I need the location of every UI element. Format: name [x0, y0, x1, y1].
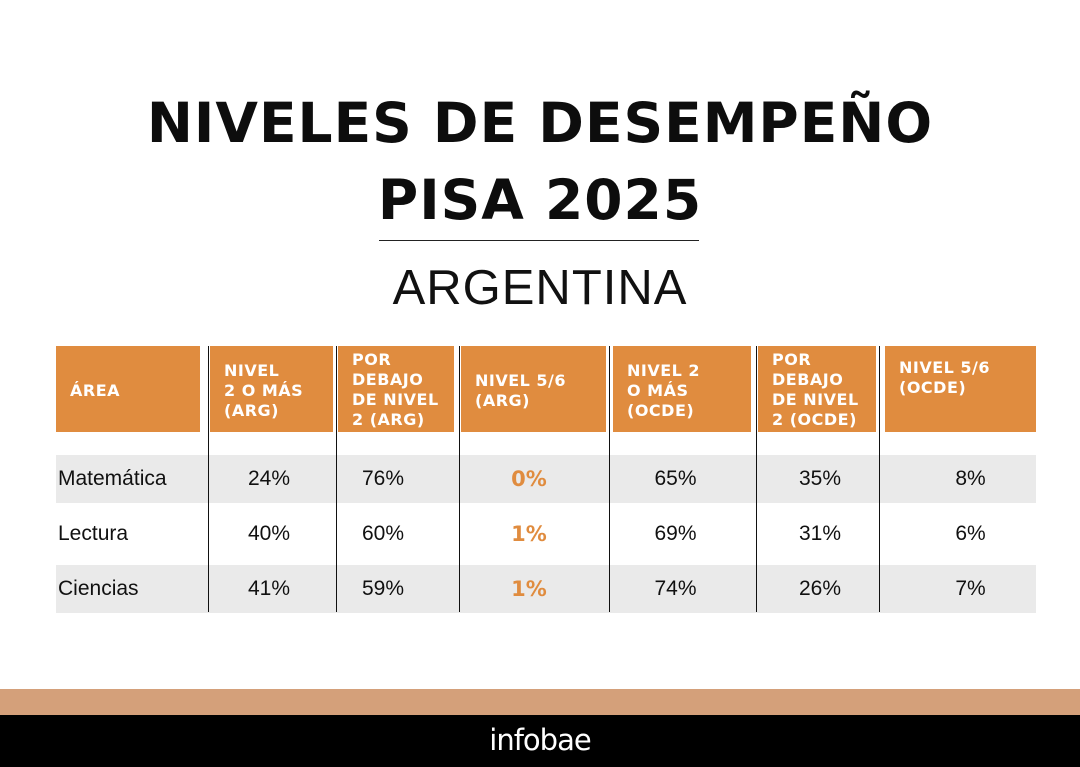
column-divider [879, 346, 880, 612]
cell-area: Matemática [58, 467, 167, 490]
column-divider [609, 346, 610, 612]
header-nivel2-arg: NIVEL 2 O MÁS (ARG) [210, 346, 333, 432]
subtitle: ARGENTINA [392, 261, 688, 315]
row-band-3 [56, 565, 1036, 613]
title-divider [379, 240, 699, 241]
header-nivel56-ocde: NIVEL 5/6 (OCDE) [885, 346, 1036, 432]
cell-area: Ciencias [58, 577, 139, 600]
cell-nivel56-ocde: 8% [955, 467, 986, 490]
cell-nivel56-ocde: 7% [955, 577, 986, 600]
header-debajo-arg: POR DEBAJO DE NIVEL 2 (ARG) [338, 346, 454, 432]
cell-nivel2-arg: 40% [247, 522, 291, 545]
cell-nivel2-arg: 41% [247, 577, 291, 600]
column-divider [336, 346, 337, 612]
cell-nivel56-arg: 1% [511, 522, 547, 546]
cell-nivel2-ocde: 69% [654, 522, 697, 545]
cell-debajo-arg: 59% [361, 577, 405, 600]
infobae-logo: infobae [489, 723, 591, 757]
header-nivel2-ocde: NIVEL 2 O MÁS (OCDE) [613, 346, 751, 432]
cell-area: Lectura [58, 522, 129, 545]
cell-nivel56-arg: 0% [511, 467, 547, 491]
cell-nivel2-ocde: 65% [654, 467, 697, 490]
header-nivel56-arg: NIVEL 5/6 (ARG) [461, 346, 606, 432]
cell-nivel2-ocde: 74% [654, 577, 697, 600]
cell-nivel56-ocde: 6% [955, 522, 986, 545]
footer-strip [0, 689, 1080, 715]
cell-debajo-arg: 60% [361, 522, 405, 545]
footer-bar [0, 715, 1080, 767]
cell-debajo-ocde: 35% [798, 467, 842, 490]
cell-nivel2-arg: 24% [247, 467, 291, 490]
column-divider [208, 346, 209, 612]
header-debajo-ocde: POR DEBAJO DE NIVEL 2 (OCDE) [758, 346, 876, 432]
column-divider [459, 346, 460, 612]
header-area: ÁREA [56, 346, 200, 432]
title-line-2: PISA 2025 [377, 168, 703, 232]
cell-debajo-ocde: 31% [798, 522, 842, 545]
title-line-1: NIVELES DE DESEMPEÑO [146, 91, 934, 155]
cell-debajo-ocde: 26% [798, 577, 842, 600]
column-divider [756, 346, 757, 612]
row-band-1 [56, 455, 1036, 503]
cell-nivel56-arg: 1% [511, 577, 547, 601]
cell-debajo-arg: 76% [361, 467, 405, 490]
